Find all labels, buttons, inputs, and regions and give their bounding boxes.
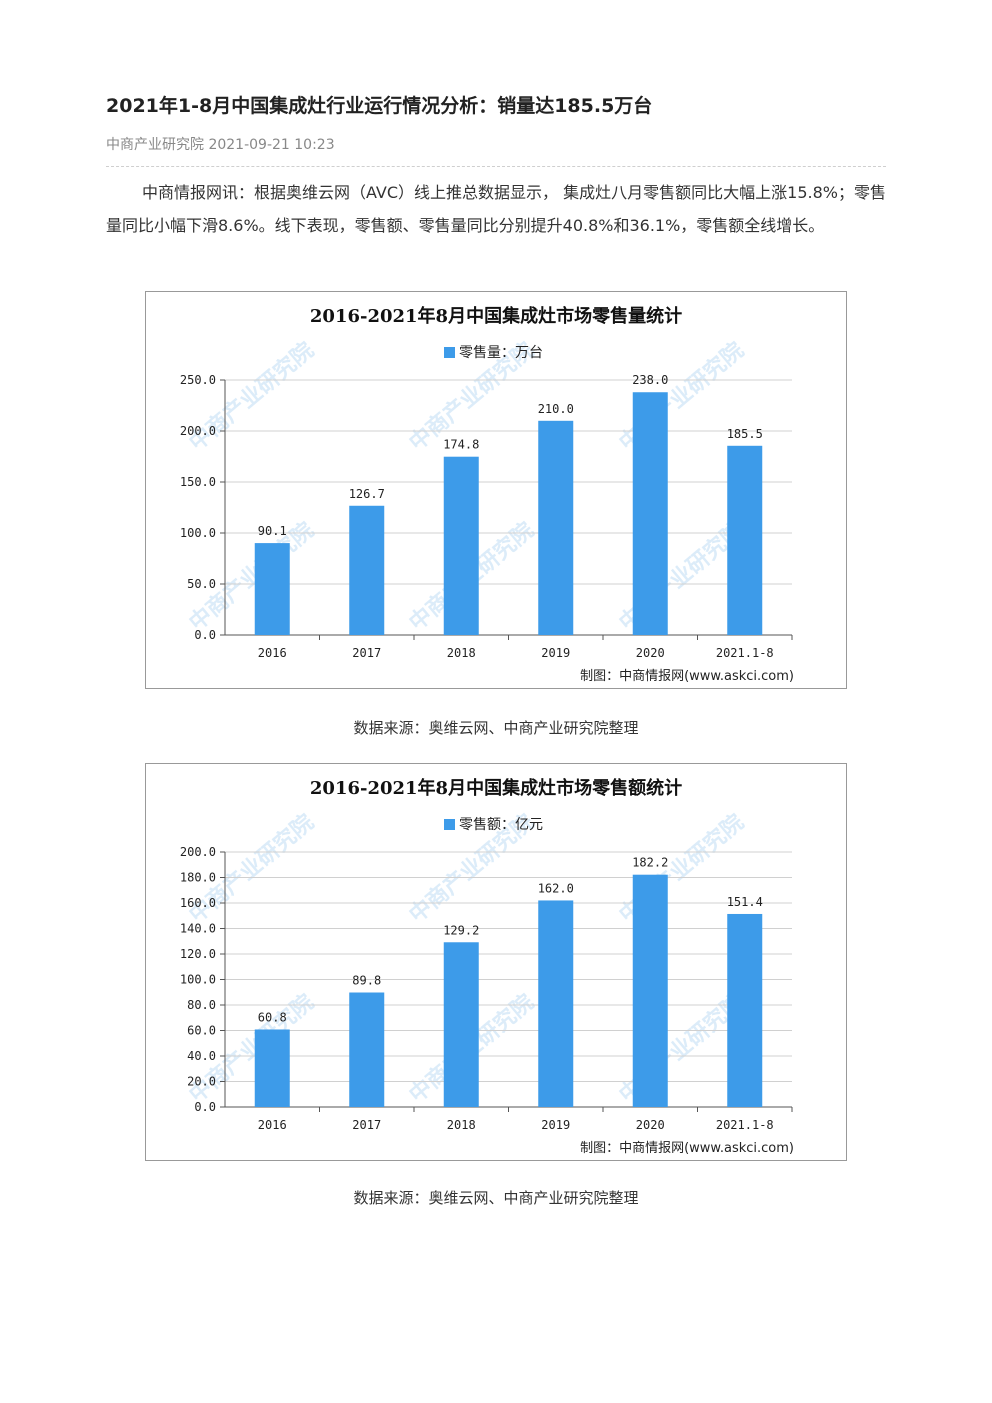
y-tick-label: 40.0: [187, 1049, 216, 1063]
y-tick-label: 180.0: [180, 871, 216, 885]
y-tick-label: 150.0: [180, 475, 216, 489]
y-tick-label: 100.0: [180, 526, 216, 540]
x-tick-label: 2018: [447, 1118, 476, 1132]
y-tick-label: 60.0: [187, 1024, 216, 1038]
x-tick-label: 2016: [258, 1118, 287, 1132]
watermark-text: 中商产业研究院: [184, 809, 319, 928]
chart-title: 2016-2021年8月中国集成灶市场零售量统计: [310, 305, 682, 327]
article-title: 2021年1-8月中国集成灶行业运行情况分析：销量达185.5万台: [106, 95, 653, 117]
y-tick-label: 250.0: [180, 373, 216, 387]
chart-svg: 中商产业研究院中商产业研究院中商产业研究院中商产业研究院中商产业研究院中商产业研…: [180, 777, 794, 1156]
sales-volume-chart: 中商产业研究院中商产业研究院中商产业研究院中商产业研究院中商产业研究院中商产业研…: [145, 291, 847, 689]
y-tick-label: 200.0: [180, 845, 216, 859]
x-tick-label: 2021.1-8: [716, 646, 774, 660]
data-label: 162.0: [538, 881, 574, 895]
watermark-text: 中商产业研究院: [184, 337, 319, 456]
y-tick-label: 0.0: [194, 1100, 216, 1114]
data-label: 126.7: [349, 487, 385, 501]
bar-2017: [349, 505, 385, 635]
data-label: 60.8: [258, 1010, 287, 1024]
y-tick-label: 100.0: [180, 973, 216, 987]
article-paragraph: 中商情报网讯：根据奥维云网（AVC）线上推总数据显示， 集成灶八月零售额同比大幅…: [106, 183, 886, 235]
chart-source-1: 数据来源：奥维云网、中商产业研究院整理: [353, 719, 639, 737]
y-tick-label: 120.0: [180, 947, 216, 961]
chart-source-2: 数据来源：奥维云网、中商产业研究院整理: [353, 1189, 639, 1207]
y-tick-label: 140.0: [180, 922, 216, 936]
bar-2016: [254, 543, 290, 635]
data-label: 174.8: [443, 438, 479, 452]
bar-2020: [632, 874, 668, 1107]
y-tick-label: 0.0: [194, 628, 216, 642]
x-tick-label: 2017: [352, 646, 381, 660]
chart-title: 2016-2021年8月中国集成灶市场零售额统计: [310, 777, 682, 799]
sales-value-chart: 中商产业研究院中商产业研究院中商产业研究院中商产业研究院中商产业研究院中商产业研…: [145, 763, 847, 1161]
chart-credit: 制图：中商情报网(www.askci.com): [580, 1141, 794, 1156]
x-tick-label: 2017: [352, 1118, 381, 1132]
data-label: 151.4: [727, 895, 763, 909]
y-tick-label: 200.0: [180, 424, 216, 438]
bar-2021.1-8: [727, 445, 763, 635]
bar-2017: [349, 992, 385, 1107]
data-label: 129.2: [443, 923, 479, 937]
bar-2019: [538, 420, 574, 635]
y-tick-label: 80.0: [187, 998, 216, 1012]
x-tick-label: 2020: [636, 646, 665, 660]
data-label: 90.1: [258, 524, 287, 538]
y-tick-label: 20.0: [187, 1075, 216, 1089]
bar-2018: [443, 456, 479, 635]
bar-2018: [443, 942, 479, 1107]
data-label: 185.5: [727, 427, 763, 441]
x-tick-label: 2020: [636, 1118, 665, 1132]
chart-credit: 制图：中商情报网(www.askci.com): [580, 669, 794, 684]
chart-svg: 中商产业研究院中商产业研究院中商产业研究院中商产业研究院中商产业研究院中商产业研…: [180, 305, 794, 684]
legend-label: 零售量：万台: [459, 345, 543, 361]
legend-swatch: [444, 819, 455, 830]
y-tick-label: 160.0: [180, 896, 216, 910]
x-tick-label: 2019: [541, 646, 570, 660]
x-tick-label: 2019: [541, 1118, 570, 1132]
bar-2021.1-8: [727, 913, 763, 1107]
data-label: 182.2: [632, 856, 668, 870]
bar-2016: [254, 1029, 290, 1107]
legend-swatch: [444, 347, 455, 358]
x-tick-label: 2016: [258, 646, 287, 660]
x-tick-label: 2021.1-8: [716, 1118, 774, 1132]
y-tick-label: 50.0: [187, 577, 216, 591]
data-label: 89.8: [352, 974, 381, 988]
data-label: 210.0: [538, 402, 574, 416]
data-label: 238.0: [632, 373, 668, 387]
x-tick-label: 2018: [447, 646, 476, 660]
article-meta: 中商产业研究院 2021-09-21 10:23: [106, 137, 335, 153]
bar-2019: [538, 900, 574, 1107]
divider: [106, 166, 886, 167]
bar-2020: [632, 392, 668, 635]
legend-label: 零售额：亿元: [459, 817, 543, 833]
